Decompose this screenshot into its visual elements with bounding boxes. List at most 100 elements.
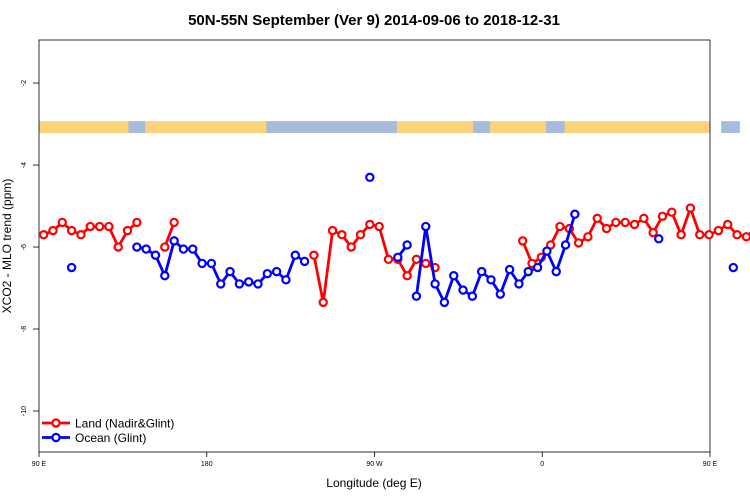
data-point — [560, 240, 571, 250]
x-axis-label: Longitude (deg E) — [326, 476, 421, 490]
data-point — [197, 258, 207, 269]
data-point — [611, 217, 621, 228]
data-point — [355, 230, 366, 240]
data-point — [188, 244, 198, 254]
data-point — [76, 230, 86, 240]
data-point — [486, 275, 496, 285]
data-point — [160, 242, 170, 252]
data-point — [383, 254, 394, 265]
data-point — [206, 258, 217, 269]
data-point — [732, 230, 742, 240]
strip-ocean-4 — [721, 121, 740, 134]
data-point — [299, 256, 310, 267]
data-point — [676, 230, 686, 240]
data-point — [365, 172, 375, 183]
data-point — [309, 250, 319, 260]
data-point — [402, 240, 412, 250]
data-point — [132, 242, 142, 252]
data-point — [555, 221, 565, 232]
series-line-0 — [521, 206, 750, 265]
data-point — [85, 221, 95, 232]
data-point — [262, 268, 273, 279]
data-point — [523, 266, 533, 277]
data-point — [402, 271, 412, 281]
series-1 — [66, 172, 738, 308]
strip-ocean-3 — [545, 121, 565, 134]
legend-label: Land (Nadir&Glint) — [75, 417, 174, 431]
data-point — [583, 232, 593, 242]
data-point — [57, 217, 67, 228]
data-point — [318, 297, 328, 308]
data-point — [439, 297, 450, 308]
legend-marker — [51, 432, 61, 443]
data-point — [476, 266, 487, 277]
data-point — [573, 238, 584, 248]
data-point — [346, 242, 356, 252]
data-point — [592, 213, 602, 224]
data-point — [654, 234, 664, 244]
data-point — [38, 230, 49, 240]
x-tick-label: 90 E — [703, 461, 718, 468]
data-point — [504, 264, 515, 275]
data-point — [467, 291, 478, 301]
data-point — [704, 230, 714, 240]
strip-ocean-0 — [128, 121, 146, 134]
legend-label: Ocean (Glint) — [75, 431, 146, 445]
data-point — [290, 250, 300, 260]
data-point — [620, 217, 630, 228]
data-point — [551, 266, 561, 277]
data-point — [421, 258, 431, 269]
strip-ocean-1 — [266, 121, 397, 134]
data-point — [113, 242, 123, 252]
data-point — [374, 221, 384, 232]
data-point — [234, 279, 245, 289]
x-tick-label: 180 — [201, 461, 213, 468]
data-point — [495, 289, 506, 299]
data-point — [216, 279, 226, 289]
data-point — [639, 213, 649, 224]
data-point — [327, 225, 338, 236]
data-point — [48, 225, 58, 236]
x-tick-label: 0 — [540, 461, 544, 468]
data-point — [243, 277, 254, 287]
data-point — [430, 279, 440, 289]
series-0 — [38, 203, 750, 308]
data-point — [713, 225, 724, 236]
data-point — [570, 209, 580, 219]
data-point — [160, 271, 170, 281]
y-axis: -2 -4 -6 -8 -10 — [21, 80, 39, 416]
series-layer — [38, 172, 750, 308]
data-point — [728, 262, 738, 273]
y-tick-label: -2 — [21, 80, 28, 86]
data-point — [667, 207, 677, 217]
data-point — [695, 230, 705, 240]
data-point — [741, 232, 750, 242]
data-point — [723, 219, 733, 230]
data-point — [458, 285, 468, 295]
data-point — [178, 244, 189, 254]
y-tick-label: -10 — [21, 406, 28, 416]
data-point — [532, 262, 543, 273]
data-point — [629, 219, 640, 230]
data-point — [66, 225, 77, 236]
data-point — [169, 217, 179, 228]
data-point — [365, 219, 375, 230]
y-axis-label: XCO2 - MLO trend (ppm) — [0, 179, 14, 314]
land-ocean-strip — [39, 121, 740, 134]
data-point — [685, 203, 696, 213]
data-point — [169, 236, 179, 246]
chart-title: 50N-55N September (Ver 9) 2014-09-06 to … — [188, 12, 560, 29]
y-tick-label: -6 — [21, 244, 28, 250]
data-point — [657, 211, 668, 221]
data-point — [271, 266, 282, 277]
data-point — [132, 217, 142, 228]
data-point — [601, 223, 612, 234]
data-point — [141, 244, 151, 254]
data-point — [66, 262, 77, 273]
data-point — [421, 221, 431, 232]
data-point — [281, 275, 291, 285]
x-tick-label: 90 E — [32, 461, 47, 468]
data-point — [449, 271, 459, 281]
data-point — [337, 230, 347, 240]
